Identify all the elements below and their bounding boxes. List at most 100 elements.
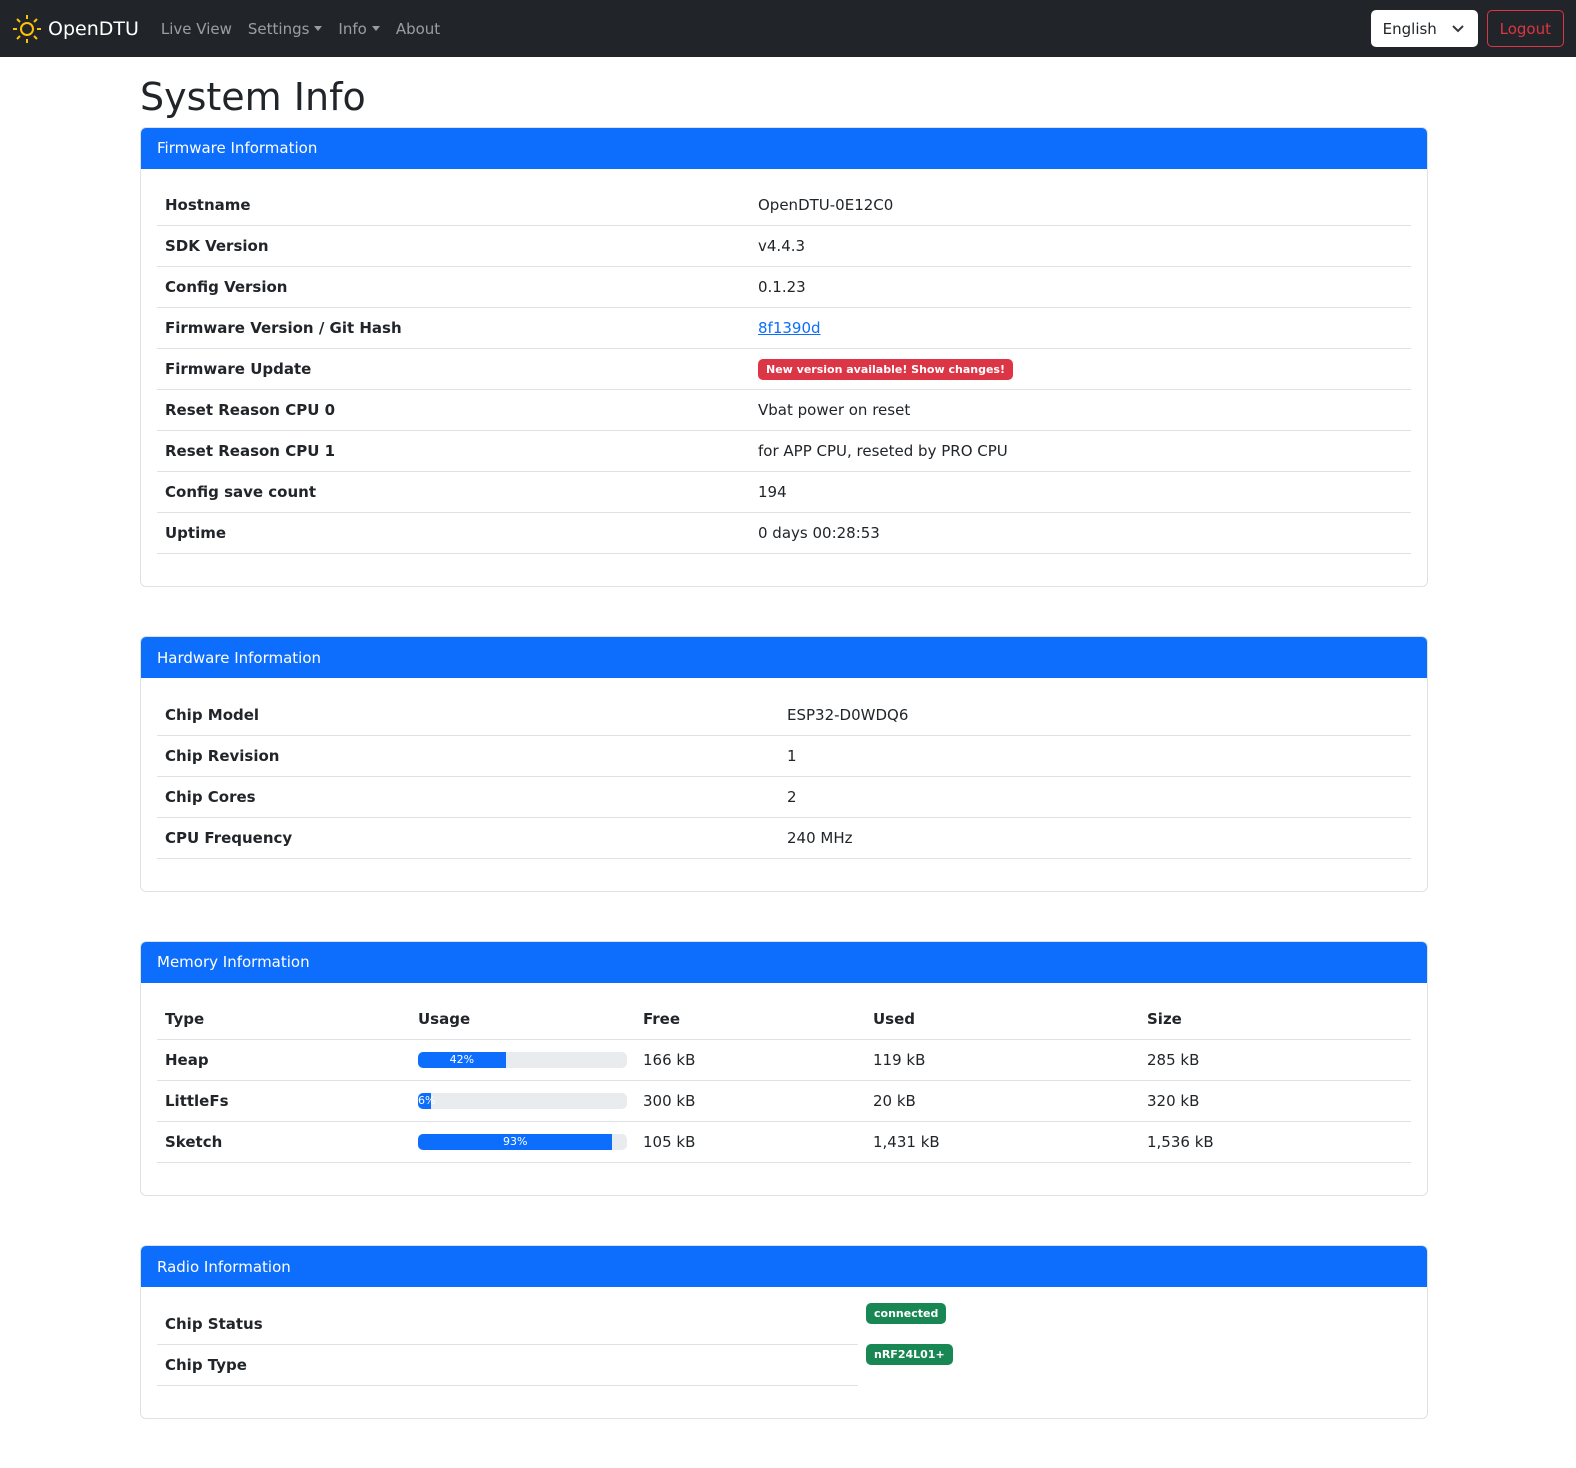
language-select[interactable]: English (1370, 10, 1478, 47)
git-hash-link[interactable]: 8f1390d (758, 319, 821, 338)
table-row: Config Version 0.1.23 (157, 266, 1411, 309)
card-header: Radio Information (141, 1246, 1427, 1288)
logout-button[interactable]: Logout (1486, 10, 1564, 47)
row-value-cell: 0.1.23 (750, 266, 1411, 309)
row-label: Chip Cores (157, 776, 779, 818)
memory-type: Heap (157, 1039, 410, 1082)
row-value-cell: 2 (779, 776, 1411, 818)
memory-size: 320 kB (1139, 1080, 1411, 1123)
table-row: Config save count 194 (157, 471, 1411, 514)
row-label: Config Version (157, 266, 750, 309)
usage-progress-bar: 6% (418, 1093, 627, 1110)
brand-link[interactable]: OpenDTU (12, 14, 139, 44)
usage-progress-bar: 93% (418, 1134, 627, 1151)
row-value-cell: 0 days 00:28:53 (750, 512, 1411, 555)
nav-live-view[interactable]: Live View (160, 19, 232, 38)
nav-info-dropdown[interactable]: Info (338, 20, 379, 38)
usage-fill: 6% (418, 1093, 436, 1110)
row-value-cell: ESP32-D0WDQ6 (779, 694, 1411, 736)
memory-type: LittleFs (157, 1080, 410, 1123)
row-label: Chip Type (157, 1344, 858, 1386)
row-value-cell: 240 MHz (779, 817, 1411, 859)
usage-fill: 93% (418, 1134, 613, 1151)
row-label: Firmware Update (157, 348, 750, 391)
row-value: 0.1.23 (758, 278, 806, 297)
row-value: Vbat power on reset (758, 401, 911, 420)
table-row: Reset Reason CPU 1 for APP CPU, reseted b… (157, 430, 1411, 473)
page-title: System Info (140, 75, 366, 119)
row-value-cell: connected (858, 1303, 1411, 1344)
table-row: Chip Cores 2 (157, 776, 1411, 818)
usage-fill: 42% (418, 1052, 506, 1069)
hardware-table: Chip Model ESP32-D0WDQ6 Chip Revision 1 Chip… (157, 694, 1411, 859)
row-label: Chip Status (157, 1303, 858, 1345)
table-row: Hostname OpenDTU-0E12C0 (157, 184, 1411, 227)
status-badge: connected (866, 1303, 947, 1325)
table-row: Heap 42% 166 kB 119 kB 285 kB (157, 1039, 1411, 1082)
table-row: CPU Frequency 240 MHz (157, 817, 1411, 859)
row-value-cell: OpenDTU-0E12C0 (750, 184, 1411, 227)
memory-used: 20 kB (865, 1080, 1139, 1123)
row-value: ESP32-D0WDQ6 (787, 705, 909, 724)
row-value: 2 (787, 787, 797, 806)
row-value: 194 (758, 483, 787, 502)
radio-card: Radio Information Chip Status connected Ch… (140, 1245, 1428, 1419)
row-value: 0 days 00:28:53 (758, 524, 880, 543)
memory-table: Type Usage Free Used Size Heap 42% 166 kB 119… (157, 998, 1411, 1164)
row-label: Config save count (157, 471, 750, 514)
row-label: SDK Version (157, 225, 750, 268)
firmware-card: Firmware Information Hostname OpenDTU-0E1… (140, 126, 1428, 588)
memory-free: 300 kB (635, 1080, 865, 1123)
row-value-cell: New version available! Show changes! (750, 348, 1411, 391)
table-row: Chip Model ESP32-D0WDQ6 (157, 694, 1411, 736)
language-value: English (1382, 19, 1437, 38)
table-row: Sketch 93% 105 kB 1,431 kB 1,536 kB (157, 1121, 1411, 1164)
firmware-table: Hostname OpenDTU-0E12C0 SDK Version v4.4.3 C… (157, 184, 1411, 555)
navbar: OpenDTU Live View Settings Info About En… (0, 0, 1576, 57)
table-row: Firmware Version / Git Hash 8f1390d (157, 307, 1411, 350)
memory-type: Sketch (157, 1121, 410, 1164)
row-label: Uptime (157, 512, 750, 555)
memory-used: 1,431 kB (865, 1121, 1139, 1164)
status-badge: nRF24L01+ (866, 1344, 953, 1366)
column-header: Free (635, 998, 865, 1041)
table-row: Uptime 0 days 00:28:53 (157, 512, 1411, 555)
row-value-cell: Vbat power on reset (750, 389, 1411, 432)
row-label: Reset Reason CPU 0 (157, 389, 750, 432)
memory-card: Memory Information Type Usage Free Used Size… (140, 940, 1428, 1197)
card-header: Memory Information (141, 941, 1427, 983)
row-label: Chip Model (157, 694, 779, 736)
usage-progress-bar: 42% (418, 1052, 627, 1069)
hardware-card: Hardware Information Chip Model ESP32-D0W… (140, 636, 1428, 892)
sun-icon (13, 14, 41, 43)
row-value-cell: 8f1390d (750, 307, 1411, 350)
column-header: Size (1139, 998, 1411, 1041)
status-badge[interactable]: New version available! Show changes! (758, 358, 1013, 380)
row-value-cell: v4.4.3 (750, 225, 1411, 268)
row-label: Firmware Version / Git Hash (157, 307, 750, 350)
table-row: Firmware Update New version available! Sh… (157, 348, 1411, 391)
row-value: 1 (787, 746, 797, 765)
memory-used: 119 kB (865, 1039, 1139, 1082)
radio-table: Chip Status connected Chip Type nRF24L01+ (157, 1303, 1411, 1386)
nav-about[interactable]: About (395, 19, 441, 38)
memory-size: 285 kB (1139, 1039, 1411, 1082)
chevron-down-icon (1451, 24, 1464, 32)
row-value-cell: 1 (779, 735, 1411, 777)
row-value-cell: for APP CPU, reseted by PRO CPU (750, 430, 1411, 473)
table-header-row: Type Usage Free Used Size (157, 998, 1411, 1041)
row-value: 240 MHz (787, 828, 853, 847)
nav-settings-dropdown[interactable]: Settings (248, 20, 323, 38)
row-value: OpenDTU-0E12C0 (758, 196, 894, 215)
table-row: Chip Revision 1 (157, 735, 1411, 777)
table-row: LittleFs 6% 300 kB 20 kB 320 kB (157, 1080, 1411, 1123)
row-label: CPU Frequency (157, 817, 779, 859)
table-row: Chip Status connected (157, 1303, 1411, 1345)
card-header: Firmware Information (141, 127, 1427, 169)
row-value: v4.4.3 (758, 237, 806, 256)
row-value: for APP CPU, reseted by PRO CPU (758, 442, 1008, 461)
memory-free: 105 kB (635, 1121, 865, 1164)
row-value-cell: 194 (750, 471, 1411, 514)
brand-name: OpenDTU (48, 17, 139, 40)
column-header: Usage (410, 998, 635, 1041)
